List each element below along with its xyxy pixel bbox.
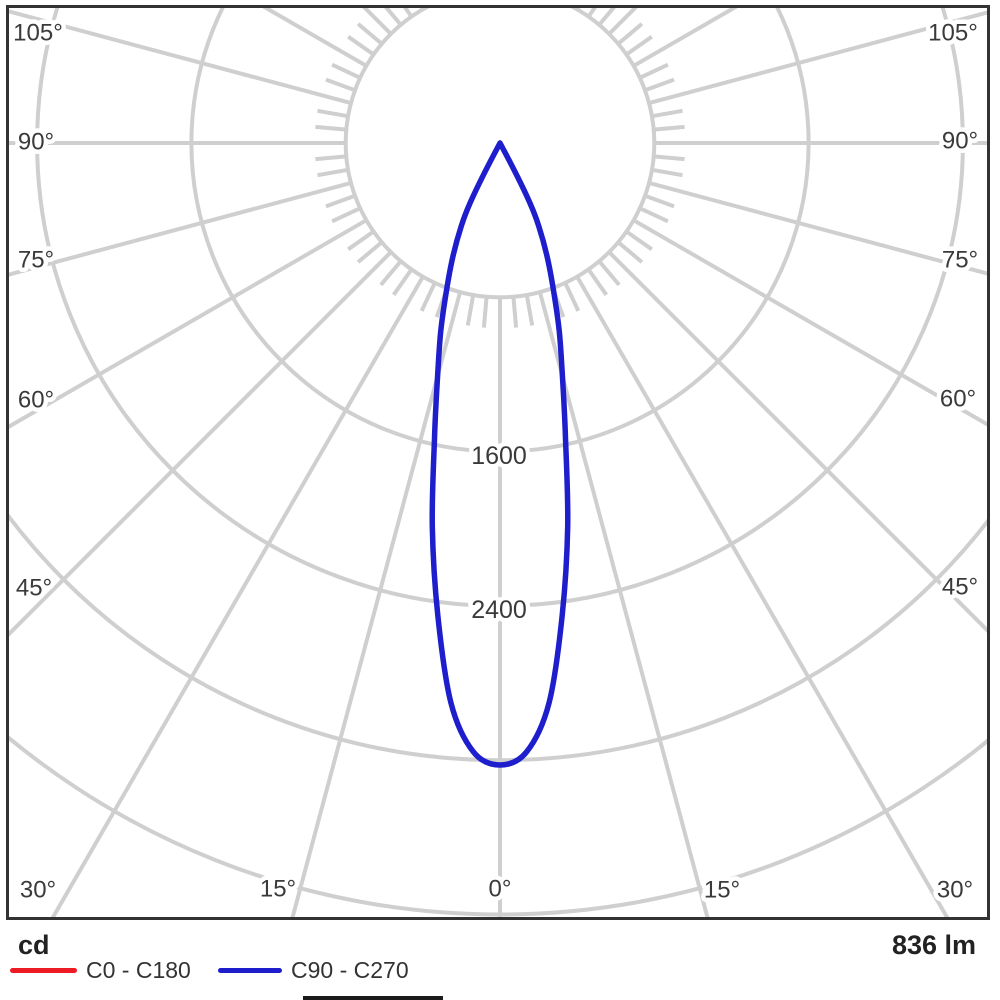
angle-label: 75° [18,247,54,274]
angle-label: 15° [704,877,740,904]
angle-label: 45° [16,575,52,602]
angle-label: 30° [937,877,973,904]
ring-value-labels: 1600 2400 [467,438,532,629]
luminous-flux-label: 836 lm [891,930,976,960]
ring-value-label: 1600 [471,442,527,470]
angle-label: 60° [18,387,54,414]
angle-label: 105° [13,20,63,47]
beam-curve-c90-c270 [429,140,571,768]
grid-angle-ticks [315,8,685,328]
legend-item-c90-c270: C90 - C270 [218,958,409,981]
angle-label: 45° [942,574,978,601]
legend-item-c0-c180: C0 - C180 [10,958,191,981]
angle-label: 90° [942,128,978,155]
legend-label-c90-c270: C90 - C270 [291,956,409,983]
angle-label: 75° [942,247,978,274]
angle-label: 0° [489,876,512,903]
plot-frame [6,5,990,920]
legend-line-blue [218,967,282,973]
angle-label: 30° [20,877,56,904]
intensity-unit-label: cd [18,930,50,960]
cropped-bottom-element [303,996,443,1000]
legend-label-c0-c180: C0 - C180 [86,956,191,983]
angle-label: 15° [260,876,296,903]
angle-label: 60° [940,386,976,413]
angle-label: 105° [928,20,978,47]
angle-labels: 105° 90° 75° 60° 45° 30° 15° 0° 15° 30° 45° 60° 75° 9… [9,15,983,908]
angle-label: 90° [18,129,54,156]
legend-line-red [10,967,77,973]
ring-value-label: 2400 [471,596,527,624]
